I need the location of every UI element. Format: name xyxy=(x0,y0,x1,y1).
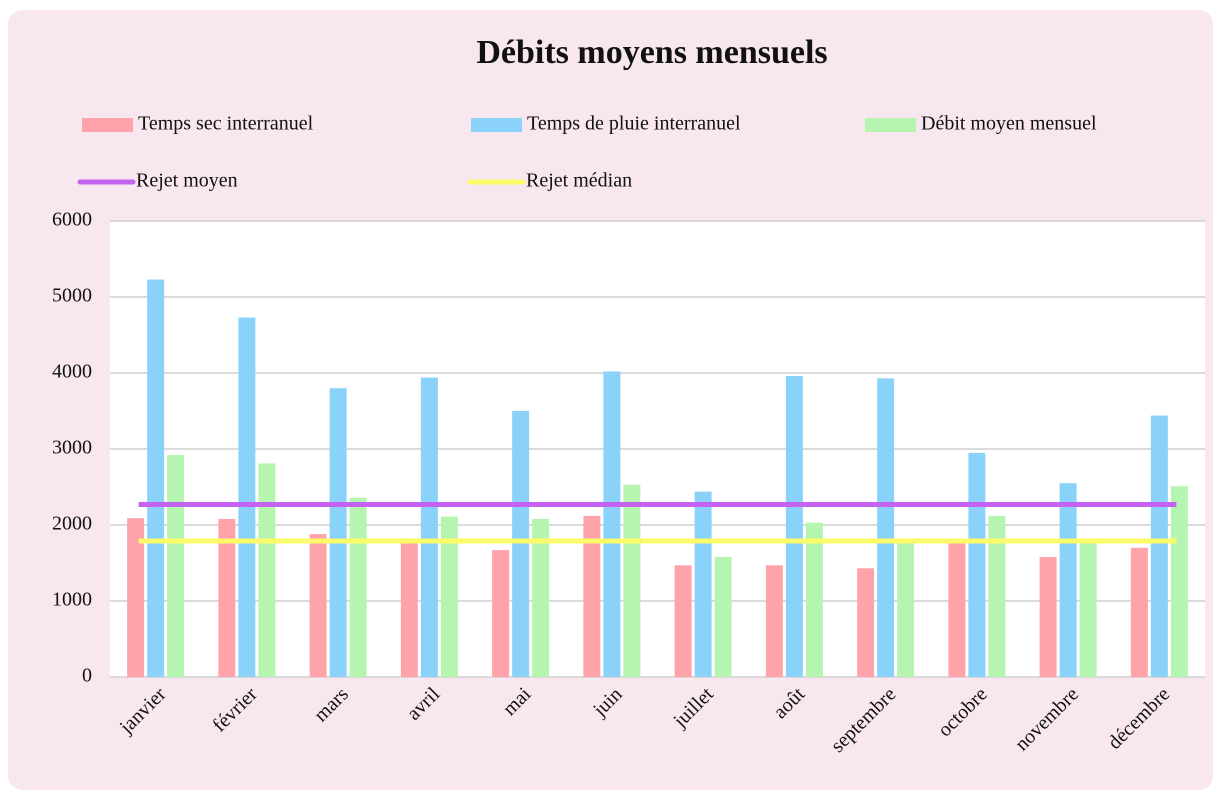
bar xyxy=(492,550,510,677)
legend-swatch xyxy=(865,118,916,132)
bar xyxy=(674,565,692,677)
bar xyxy=(1150,415,1168,677)
legend-label: Rejet médian xyxy=(526,170,632,192)
bar xyxy=(1059,483,1077,677)
bar xyxy=(238,317,256,677)
bar xyxy=(127,518,145,677)
bar xyxy=(440,516,458,677)
bar xyxy=(532,518,550,677)
bar xyxy=(968,452,986,677)
bar xyxy=(805,522,823,677)
legend-swatch xyxy=(82,118,133,132)
y-tick-label: 5000 xyxy=(52,285,92,307)
y-tick-label: 0 xyxy=(82,665,92,687)
bar xyxy=(603,371,621,677)
bar xyxy=(948,540,966,677)
bar xyxy=(857,568,875,677)
bar xyxy=(420,377,438,677)
bar xyxy=(147,279,165,677)
y-tick-label: 1000 xyxy=(52,589,92,611)
bar xyxy=(309,534,327,677)
legend-label: Temps de pluie interranuel xyxy=(527,113,741,135)
bar xyxy=(349,497,367,677)
bar xyxy=(765,565,783,677)
bar xyxy=(1079,540,1097,677)
bar xyxy=(988,515,1006,677)
legend-label: Rejet moyen xyxy=(136,170,238,192)
legend-label: Temps sec interranuel xyxy=(138,113,314,135)
bar xyxy=(258,463,276,677)
bar xyxy=(785,376,803,677)
y-tick-label: 3000 xyxy=(52,437,92,459)
bar xyxy=(218,518,236,677)
bar xyxy=(1130,547,1148,677)
bar xyxy=(897,541,915,677)
bar xyxy=(329,388,347,677)
bar xyxy=(400,540,418,677)
y-tick-label: 2000 xyxy=(52,513,92,535)
bar xyxy=(512,411,530,677)
bar xyxy=(1039,556,1057,677)
bar xyxy=(694,491,712,677)
legend-swatch xyxy=(471,118,522,132)
bar xyxy=(877,378,895,677)
bar xyxy=(583,515,601,677)
bar xyxy=(1170,486,1188,677)
y-tick-label: 6000 xyxy=(52,209,92,231)
y-tick-label: 4000 xyxy=(52,361,92,383)
chart-title: Débits moyens mensuels xyxy=(476,34,827,71)
bar xyxy=(167,455,185,677)
bar xyxy=(714,556,732,677)
legend-label: Débit moyen mensuel xyxy=(921,113,1097,135)
bar xyxy=(623,484,641,677)
